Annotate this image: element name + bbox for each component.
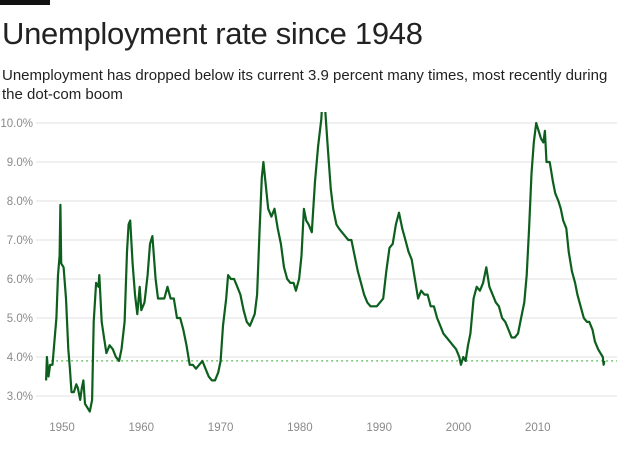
x-tick-label: 2000 [446, 422, 472, 434]
y-tick-label: 9.0% [7, 157, 33, 169]
x-tick-label: 1960 [129, 422, 155, 434]
y-tick-label: 4.0% [7, 352, 33, 364]
y-tick-label: 5.0% [7, 313, 33, 325]
x-axis-ticks: 1950 1960 1970 1980 1990 2000 2010 [49, 422, 550, 434]
brand-bar [0, 0, 50, 5]
y-tick-label: 7.0% [7, 235, 33, 247]
y-tick-label: 3.0% [7, 391, 33, 403]
x-tick-label: 1990 [366, 422, 392, 434]
y-axis-ticks: 3.0% 4.0% 5.0% 6.0% 7.0% 8.0% 9.0% 10.0% [0, 118, 33, 403]
unemployment-rate-line [45, 112, 606, 413]
page-title: Unemployment rate since 1948 [2, 16, 423, 51]
page-subtitle: Unemployment has dropped below its curre… [2, 67, 608, 103]
x-tick-label: 1980 [287, 422, 313, 434]
y-tick-label: 10.0% [0, 118, 33, 130]
x-tick-label: 2010 [525, 422, 551, 434]
y-tick-label: 8.0% [7, 196, 33, 208]
x-tick-label: 1950 [49, 422, 75, 434]
x-tick-label: 1970 [208, 422, 234, 434]
gridlines [36, 122, 617, 397]
y-tick-label: 6.0% [7, 274, 33, 286]
